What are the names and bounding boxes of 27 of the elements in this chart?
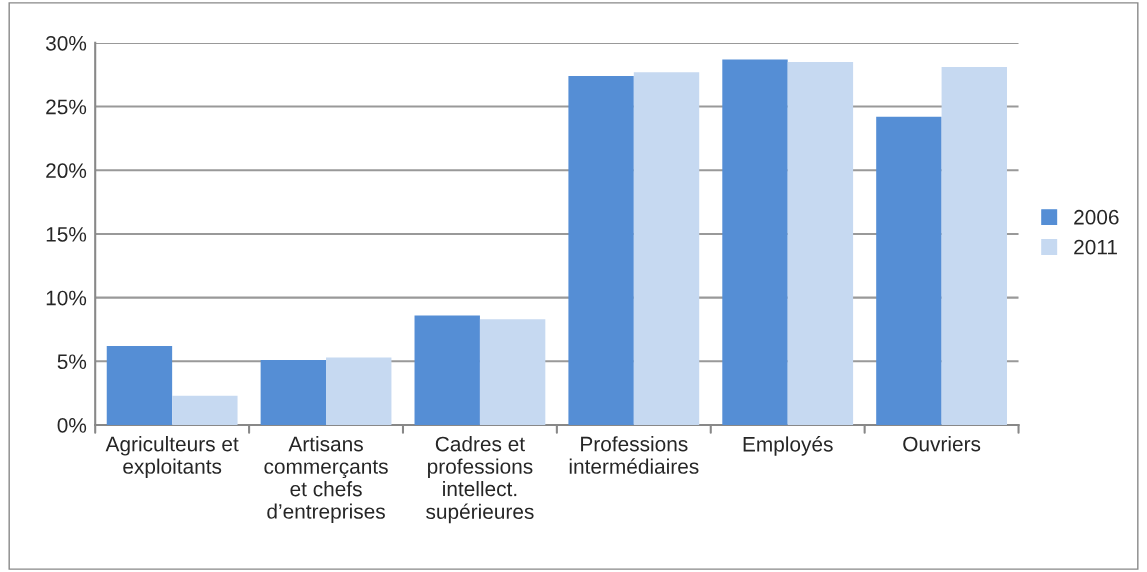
- x-tick-label: Cadres et professions intellect. supérieures: [426, 436, 534, 524]
- y-tick-label: 30%: [45, 35, 87, 51]
- y-tick-label: 10%: [46, 290, 87, 306]
- bar: [479, 319, 546, 425]
- bar: [414, 315, 480, 425]
- bar: [787, 62, 854, 425]
- y-tick-label: 5%: [57, 354, 87, 370]
- bar: [106, 346, 173, 425]
- legend-label: 2006: [1074, 209, 1119, 225]
- bar: [722, 59, 788, 425]
- x-tick-label: Agriculteurs et exploitants: [105, 436, 239, 478]
- y-tick-label: 15%: [46, 227, 87, 242]
- bar: [633, 72, 700, 425]
- legend-label: 2011: [1074, 239, 1117, 255]
- bar: [876, 116, 942, 425]
- x-tick-label: Ouvriers: [903, 436, 981, 452]
- y-tick-label: 20%: [46, 163, 87, 179]
- x-tick-label: Employés: [743, 436, 833, 456]
- y-tick-label: 0%: [57, 418, 87, 433]
- bar: [568, 76, 634, 425]
- y-tick-label: 25%: [46, 99, 87, 115]
- bar: [172, 395, 238, 425]
- x-tick-label: Artisans commerçants et chefs d’entreprises: [264, 436, 388, 523]
- bar: [260, 360, 327, 425]
- x-tick-label: Professions intermédiaires: [569, 436, 699, 474]
- bar: [941, 67, 1007, 425]
- bar: [326, 357, 392, 425]
